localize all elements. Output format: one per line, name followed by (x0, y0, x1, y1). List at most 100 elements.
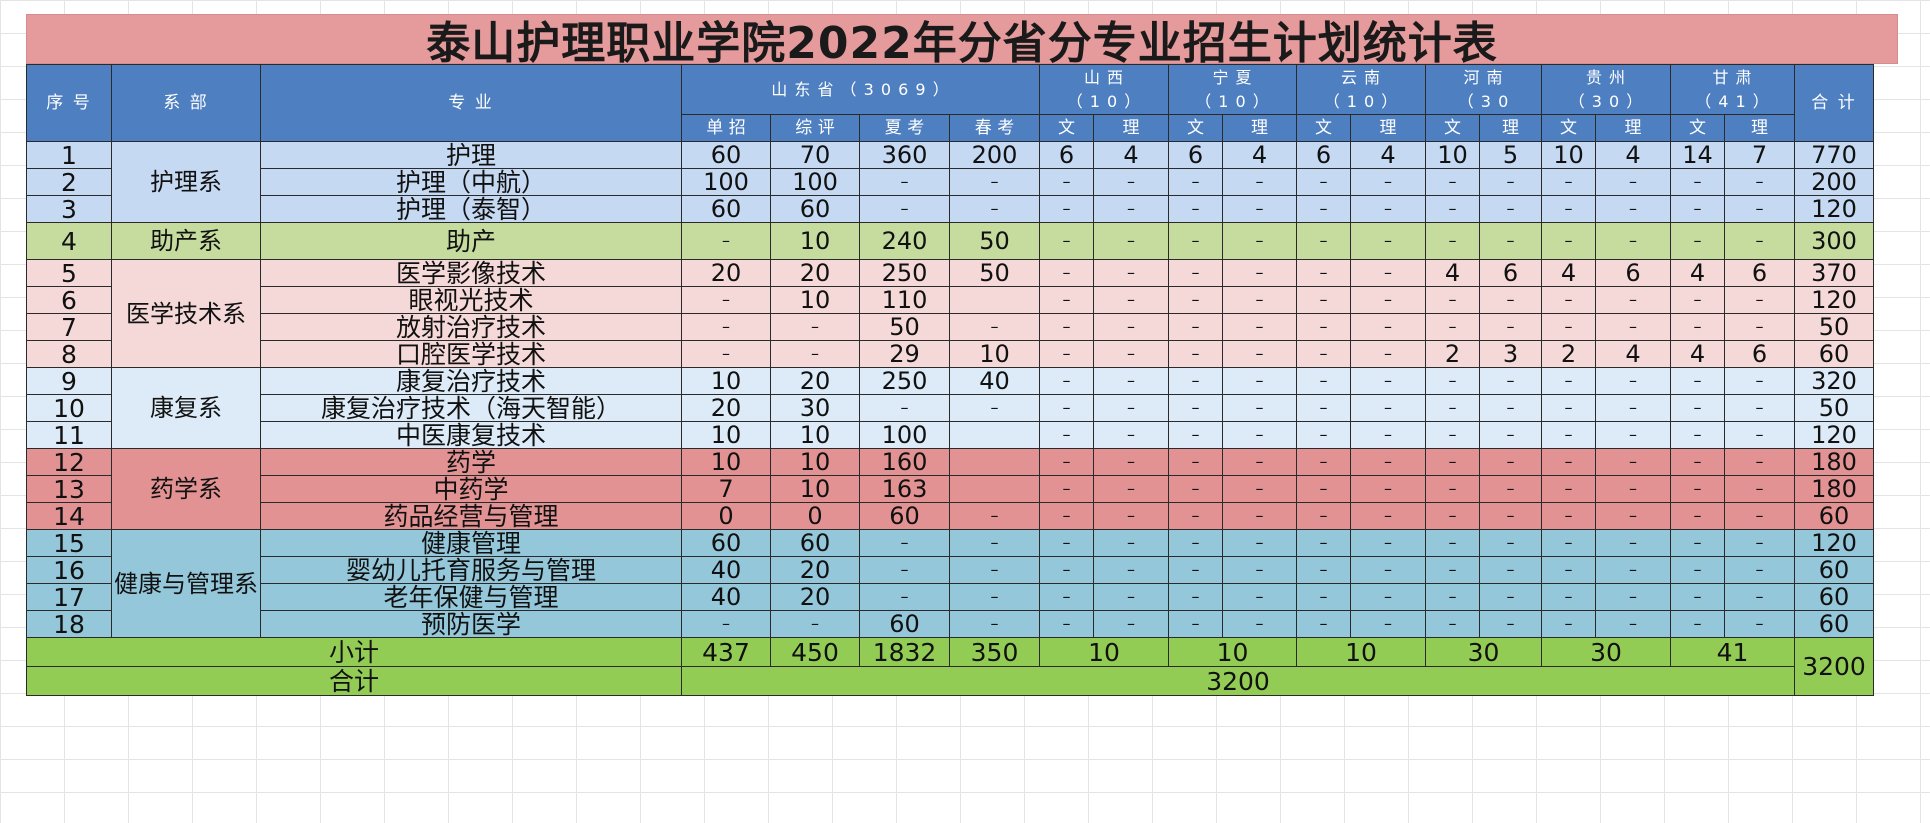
header-henan-name: 河 南 (1463, 67, 1504, 87)
row-total: 60 (1794, 556, 1874, 584)
table-row: 14 药品经营与管理 0 0 60– – – – – – – – – – – – –60 (26, 502, 1874, 530)
row-seq: 5 (26, 259, 112, 287)
row-value: 40 (949, 367, 1040, 395)
row-value (949, 421, 1040, 449)
row-value: – (1541, 421, 1596, 449)
row-value: – (1595, 529, 1671, 557)
row-value: – (1296, 421, 1351, 449)
subtotal-label: 小计 (26, 637, 682, 667)
row-value: – (1093, 421, 1169, 449)
row-value: 160 (859, 448, 950, 476)
row-major: 护理（中航） (260, 168, 682, 196)
row-major: 中医康复技术 (260, 421, 682, 449)
header-henan-quota: （ 3 0 (1457, 91, 1510, 111)
row-value: – (1296, 286, 1351, 314)
row-total: 180 (1794, 448, 1874, 476)
row-value: – (1724, 313, 1795, 341)
row-value: 6 (1296, 141, 1351, 169)
row-value: – (1425, 421, 1480, 449)
row-value: – (681, 286, 771, 314)
row-total: 60 (1794, 340, 1874, 368)
row-value: 163 (859, 475, 950, 503)
header-sd-spring: 春 考 (949, 114, 1040, 142)
row-major: 助产 (260, 222, 682, 260)
row-value: 10 (949, 340, 1040, 368)
dept-cell: 医学技术系 (111, 259, 261, 368)
row-value: 60 (859, 610, 950, 638)
row-value: 7 (1724, 141, 1795, 169)
row-total: 120 (1794, 195, 1874, 223)
row-total: 50 (1794, 313, 1874, 341)
row-value: – (1425, 168, 1480, 196)
row-value: 6 (1039, 141, 1094, 169)
subtotal-shandong-value: 450 (770, 637, 860, 667)
row-value: – (1595, 583, 1671, 611)
row-value: – (1595, 367, 1671, 395)
row-value: – (859, 556, 950, 584)
table-row: 9 康复系 康复治疗技术 10 20 250 40– – – – – – – – – – – –320 (26, 367, 1874, 449)
row-value: – (1296, 222, 1351, 260)
row-value: – (1479, 556, 1542, 584)
row-value: – (1168, 367, 1223, 395)
table-row: 7 放射治疗技术 – –50– – – – – – – – – – – – –50 (26, 313, 1874, 341)
row-value: – (1595, 394, 1671, 422)
row-value: – (1670, 475, 1725, 503)
subtotal-shandong-value: 437 (681, 637, 771, 667)
row-value: – (770, 610, 860, 638)
row-value: – (1168, 195, 1223, 223)
row-seq: 7 (26, 313, 112, 341)
row-seq: 12 (26, 448, 112, 476)
row-value: 6 (1724, 340, 1795, 368)
row-value: – (1350, 340, 1426, 368)
row-value: – (1541, 222, 1596, 260)
row-value: – (1670, 556, 1725, 584)
row-value (949, 448, 1040, 476)
row-value: – (1168, 222, 1223, 260)
row-value: – (1093, 195, 1169, 223)
row-value: 360 (859, 141, 950, 169)
row-value: – (1222, 556, 1297, 584)
row-major: 中药学 (260, 475, 682, 503)
row-value: – (949, 168, 1040, 196)
row-value: – (1670, 313, 1725, 341)
table-row: 11 中医康复技术 10 10 100– – – – – – – – – – – –120 (26, 421, 1874, 449)
row-seq: 8 (26, 340, 112, 368)
header-total: 合 计 (1794, 64, 1874, 142)
row-value: – (1222, 259, 1297, 287)
row-value: – (1296, 475, 1351, 503)
row-value: – (681, 340, 771, 368)
row-value: – (949, 556, 1040, 584)
subtotal-province-value: 10 (1296, 637, 1426, 667)
row-total: 180 (1794, 475, 1874, 503)
row-value: 20 (770, 556, 860, 584)
row-value: – (1595, 222, 1671, 260)
row-value: – (1541, 448, 1596, 476)
row-value: – (1724, 529, 1795, 557)
row-value: 60 (770, 529, 860, 557)
row-value: – (949, 529, 1040, 557)
header-wen: 文 (1425, 114, 1480, 142)
row-value: – (1541, 286, 1596, 314)
row-major: 药品经营与管理 (260, 502, 682, 530)
row-value: – (1222, 394, 1297, 422)
row-value: – (1350, 475, 1426, 503)
row-value: – (1595, 610, 1671, 638)
header-seq: 序 号 (26, 64, 112, 142)
row-value: – (1724, 583, 1795, 611)
row-major: 预防医学 (260, 610, 682, 638)
row-major: 康复治疗技术（海天智能） (260, 394, 682, 422)
row-value: – (1093, 583, 1169, 611)
table-row: 3 护理（泰智） 60 60– – – – – – – – – – – – – –120 (26, 195, 1874, 223)
row-value: – (1350, 394, 1426, 422)
row-value: – (1039, 286, 1094, 314)
header-shandong: 山 东 省 （ 3 0 6 9 ） (681, 64, 1040, 115)
header-sd-comprehensive: 综 评 (770, 114, 860, 142)
row-value: 0 (681, 502, 771, 530)
row-value: – (1670, 195, 1725, 223)
row-value: 29 (859, 340, 950, 368)
row-value: – (1670, 502, 1725, 530)
row-total: 50 (1794, 394, 1874, 422)
row-value: – (1479, 195, 1542, 223)
row-value: 40 (681, 556, 771, 584)
row-value: – (1039, 475, 1094, 503)
